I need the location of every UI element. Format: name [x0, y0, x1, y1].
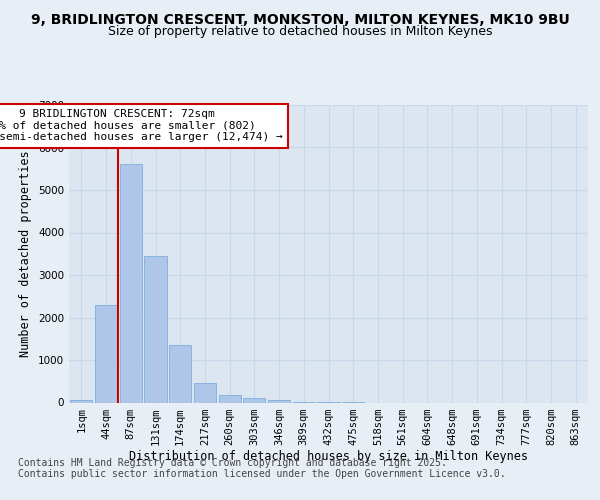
- X-axis label: Distribution of detached houses by size in Milton Keynes: Distribution of detached houses by size …: [129, 450, 528, 464]
- Bar: [268, 400, 290, 402]
- Y-axis label: Number of detached properties: Number of detached properties: [19, 150, 32, 357]
- Text: 9 BRIDLINGTON CRESCENT: 72sqm
← 6% of detached houses are smaller (802)
93% of s: 9 BRIDLINGTON CRESCENT: 72sqm ← 6% of de…: [0, 110, 283, 142]
- Bar: [169, 345, 191, 403]
- Bar: [95, 304, 117, 402]
- Bar: [145, 256, 167, 402]
- Text: Size of property relative to detached houses in Milton Keynes: Size of property relative to detached ho…: [108, 25, 492, 38]
- Bar: [218, 395, 241, 402]
- Bar: [119, 164, 142, 402]
- Bar: [194, 384, 216, 402]
- Text: Contains HM Land Registry data © Crown copyright and database right 2025.
Contai: Contains HM Land Registry data © Crown c…: [18, 458, 506, 479]
- Bar: [70, 400, 92, 402]
- Text: 9, BRIDLINGTON CRESCENT, MONKSTON, MILTON KEYNES, MK10 9BU: 9, BRIDLINGTON CRESCENT, MONKSTON, MILTO…: [31, 12, 569, 26]
- Bar: [243, 398, 265, 402]
